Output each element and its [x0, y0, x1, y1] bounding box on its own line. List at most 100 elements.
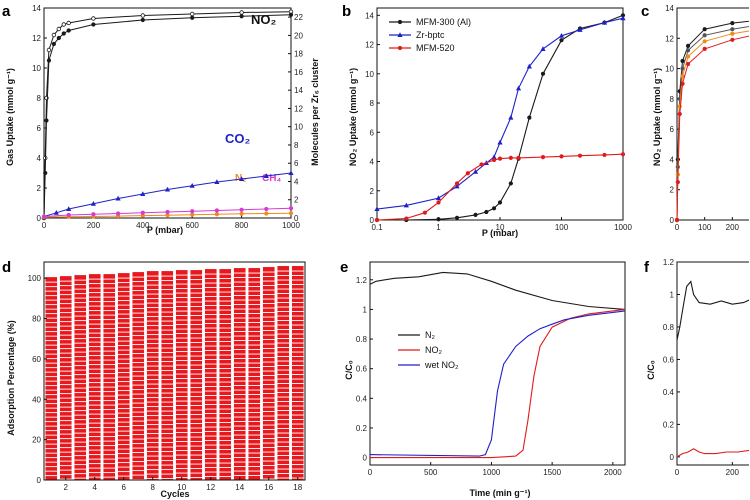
b-legend-label: Zr-bptc [416, 30, 445, 40]
e-legend-label: NO₂ [425, 345, 443, 355]
a-ytick-label: 4 [37, 154, 42, 163]
b-point [516, 155, 521, 160]
c-point [674, 217, 680, 223]
a-xtick-label: 1000 [282, 221, 300, 230]
a-annotation-no2: NO₂ [251, 12, 277, 27]
f-ytick-label: 1 [670, 290, 675, 299]
d-ylabel: Adsorption Percentage (%) [6, 320, 16, 436]
f-ytick-label: 0.4 [663, 388, 675, 397]
b-point [397, 45, 403, 51]
a-ytick-label: 10 [32, 64, 41, 73]
e-xlabel: Time (min g⁻¹) [469, 488, 530, 498]
b-point [374, 206, 380, 212]
a-point [116, 211, 121, 216]
a-point [288, 206, 294, 211]
c-point [702, 27, 707, 32]
a-point [239, 211, 244, 216]
d-bar [233, 268, 246, 480]
d-bar [132, 272, 145, 481]
a-point [61, 31, 66, 36]
d-bar-fill [262, 267, 275, 480]
a-point [264, 211, 269, 216]
a-ytick-label: 12 [32, 34, 41, 43]
panel-label-a: a [2, 3, 11, 20]
a-xtick-label: 0 [42, 221, 47, 230]
b-point [577, 27, 583, 32]
d-bar-fill [277, 266, 290, 480]
d-bar [161, 271, 174, 480]
b-point [436, 200, 441, 205]
a-ytick-right-label: 2 [294, 196, 299, 205]
d-xtick-label: 4 [93, 483, 98, 492]
b-point [435, 195, 442, 201]
e-xtick-label: 1500 [543, 468, 561, 477]
b-point [454, 181, 460, 186]
b-point [404, 216, 409, 221]
f-series-line [676, 280, 749, 341]
a-ytick-right-label: 22 [294, 13, 303, 22]
d-bar [103, 274, 116, 480]
e-legend-label: N₂ [425, 330, 435, 340]
panel-label-e: e [340, 259, 348, 276]
panel-label-d: d [2, 259, 11, 276]
d-ytick-label: 100 [28, 274, 42, 283]
e-xtick-label: 1000 [483, 468, 501, 477]
c-point [680, 74, 685, 79]
a-point [190, 209, 195, 214]
a-ylabel: Gas Uptake (mmol g⁻¹) [5, 68, 15, 166]
c-ylabel: NO₂ Uptake (mmol g⁻¹) [652, 68, 662, 166]
b-point [540, 155, 546, 160]
c-point [702, 33, 707, 38]
b-point [491, 154, 497, 160]
f-ytick-label: 0.8 [663, 323, 675, 332]
b-xtick-label: 1 [436, 223, 441, 232]
b-ytick-label: 2 [370, 187, 375, 196]
c-point [677, 111, 682, 117]
panel-label-c: c [641, 3, 649, 20]
c-ytick-label: 4 [670, 155, 675, 164]
a-point [263, 173, 269, 178]
e-ytick-label: 0.8 [356, 335, 368, 344]
d-bar [219, 269, 232, 480]
d-bar [74, 275, 87, 480]
c-point [685, 43, 691, 48]
d-bar-fill [74, 275, 87, 480]
a-ytick-right-label: 8 [294, 141, 299, 150]
d-bar-fill [248, 268, 261, 480]
b-point [515, 85, 522, 91]
d-xtick-label: 8 [151, 483, 156, 492]
b-series-line [376, 153, 624, 221]
c-plot-frame [676, 7, 749, 221]
a-point [53, 209, 59, 215]
a-ytick-right-label: 20 [294, 31, 303, 40]
b-point [491, 206, 497, 211]
c-point [675, 180, 680, 185]
b-xtick-label: 10 [496, 223, 505, 232]
c-point [702, 39, 707, 44]
a-ylabel-right: Molecules per Zr₆ cluster [310, 58, 320, 166]
a-ytick-right-label: 0 [294, 214, 299, 223]
e-series-line [369, 271, 626, 310]
b-xtick-label: 0.1 [371, 223, 383, 232]
a-point [46, 47, 52, 53]
b-ytick-label: 14 [365, 11, 374, 20]
a-point [91, 16, 96, 21]
d-xlabel: Cycles [160, 489, 189, 499]
b-point [479, 162, 484, 167]
c-xtick-label: 0 [675, 223, 680, 232]
a-point [165, 213, 170, 218]
b-point [422, 210, 427, 215]
a-ytick-right-label: 16 [294, 68, 303, 77]
d-xtick-label: 2 [64, 483, 69, 492]
b-ytick-label: 12 [365, 41, 374, 50]
a-point [56, 35, 61, 41]
d-xtick-label: 16 [264, 483, 273, 492]
a-ytick-right-label: 4 [294, 177, 299, 186]
d-bar [190, 270, 203, 480]
a-point [51, 41, 56, 47]
a-point [66, 20, 71, 26]
a-point [189, 182, 195, 188]
a-xtick-label: 200 [87, 221, 101, 230]
d-bar-fill [103, 274, 116, 480]
